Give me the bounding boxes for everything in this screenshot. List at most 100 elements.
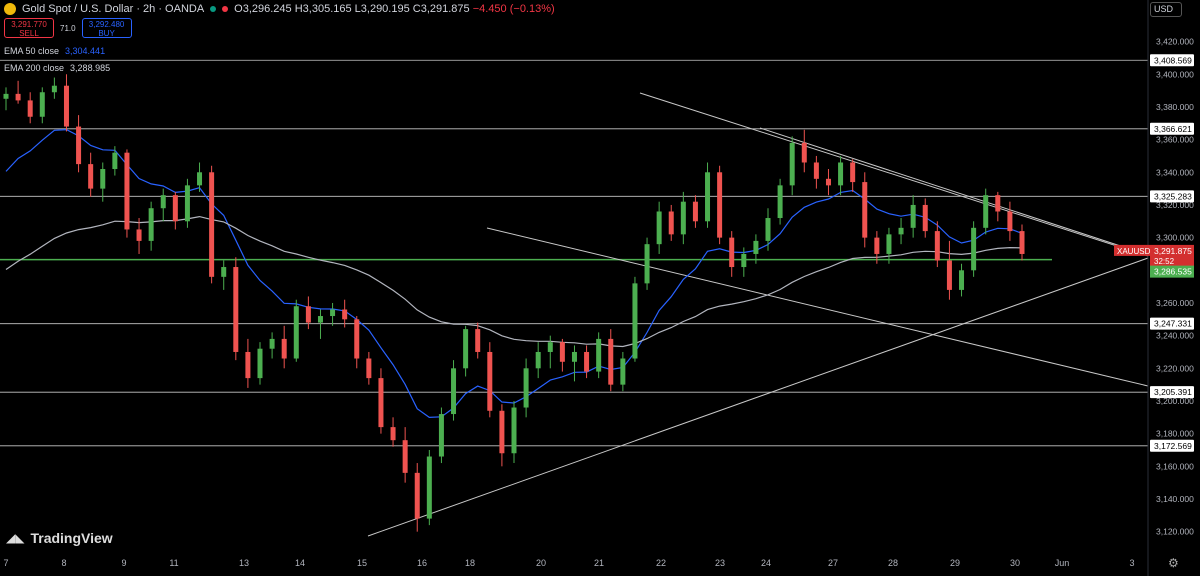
level-tag-label: 3,366.621 (1154, 124, 1192, 134)
candle-body (124, 152, 130, 230)
candle-body (511, 407, 517, 454)
candle-body (475, 329, 481, 352)
buy-button[interactable]: 3,292.480 BUY (81, 18, 132, 38)
candle-body (946, 260, 952, 290)
ema-lines (5, 128, 1023, 419)
symbol-tag-label: XAUUSD (1117, 247, 1151, 256)
level-tag-bg (1150, 190, 1194, 203)
candle-body (910, 204, 916, 228)
candle-body (584, 351, 590, 372)
level-tag-bg (1150, 317, 1194, 330)
candle-body (160, 195, 166, 209)
candle-body (801, 142, 807, 163)
support-tag-bg (1150, 265, 1194, 278)
candle-body (1007, 211, 1013, 232)
candle-body (692, 201, 698, 222)
candle-body (100, 169, 106, 189)
candle-body (995, 195, 1001, 212)
candle-body (27, 100, 33, 117)
time-tick-label: Jun (1055, 558, 1070, 568)
candle-body (705, 172, 711, 222)
horizontal-levels (0, 59, 1148, 447)
price-tick-label: 3,340.000 (1156, 167, 1194, 177)
ohlc-values: O3,296.245 H3,305.165 L3,290.195 C3,291.… (234, 3, 555, 15)
candle-body (438, 414, 444, 457)
ema50-line (5, 128, 1023, 419)
trendline (639, 92, 1149, 257)
candle-body (136, 229, 142, 241)
time-tick-label: 29 (950, 558, 960, 568)
level-tag-label: 3,205.391 (1154, 387, 1192, 397)
price-tick-label: 3,300.000 (1156, 233, 1194, 243)
candle-body (354, 319, 360, 359)
time-tick-label: 27 (828, 558, 838, 568)
level-tag-bg (1150, 386, 1194, 399)
candle-body (112, 152, 118, 170)
price-tick-label: 3,140.000 (1156, 494, 1194, 504)
time-tick-label: 24 (761, 558, 771, 568)
ema50-legend[interactable]: EMA 50 close 3,304.441 (4, 46, 106, 56)
tradingview-mark-icon: ◢◣ (6, 531, 25, 545)
time-tick-label: 9 (121, 558, 126, 568)
time-tick-label: 21 (594, 558, 604, 568)
level-tag-label: 3,408.569 (1154, 55, 1192, 65)
candle-body (463, 329, 469, 369)
candle-body (983, 195, 989, 228)
price-tick-label: 3,180.000 (1156, 429, 1194, 439)
price-tick-label: 3,200.000 (1156, 396, 1194, 406)
candle-body (197, 172, 203, 186)
candle-body (838, 162, 844, 186)
price-tick-label: 3,360.000 (1156, 135, 1194, 145)
level-tag-bg (1150, 439, 1194, 452)
time-tick-label: 18 (465, 558, 475, 568)
candle-body (874, 237, 880, 254)
settings-icon[interactable]: ⚙ (1168, 556, 1179, 570)
last-price-tag-bg (1150, 244, 1194, 267)
trendline (367, 257, 1149, 537)
candle-body (293, 306, 299, 359)
time-axis[interactable]: 7 8 9 11 13 14 15 16 18 20 21 22 23 24 27 28 29 30 Jun 3 (3, 558, 1134, 568)
level-tag-bg (1150, 122, 1194, 135)
candle-body (632, 283, 638, 359)
candle-body (523, 368, 529, 408)
candle-body (825, 178, 831, 186)
time-tick-label: 3 (1129, 558, 1134, 568)
chart-header: Gold Spot / U.S. Dollar · 2h · OANDA O3,… (4, 3, 555, 15)
candle-body (269, 338, 275, 349)
currency-selector[interactable]: USD (1150, 2, 1182, 17)
level-tag-bg (1150, 54, 1194, 67)
candle-body (76, 126, 82, 165)
candle-body (51, 85, 57, 93)
candle-body (390, 427, 396, 441)
symbol-title[interactable]: Gold Spot / U.S. Dollar · 2h · OANDA (22, 3, 205, 15)
alert-icon (222, 6, 229, 12)
candle-body (209, 172, 215, 277)
candlesticks (3, 74, 1025, 532)
candle-body (1019, 231, 1025, 254)
trendlines (367, 92, 1149, 537)
candle-body (366, 358, 372, 379)
candle-body (221, 267, 227, 277)
candle-body (729, 237, 735, 268)
candle-body (608, 338, 614, 385)
candle-body (934, 231, 940, 261)
price-tick-label: 3,400.000 (1156, 69, 1194, 79)
candle-body (668, 211, 674, 235)
candle-body (487, 351, 493, 411)
sell-button[interactable]: 3,291.770 SELL (4, 18, 54, 38)
level-tag-label: 3,325.283 (1154, 191, 1192, 201)
price-axis[interactable]: 3,420.000 3,400.000 3,380.000 3,360.000 3,34… (1147, 0, 1194, 576)
time-tick-label: 15 (357, 558, 367, 568)
candle-body (717, 172, 723, 238)
candle-body (342, 309, 348, 320)
candle-body (789, 142, 795, 186)
ema200-legend[interactable]: EMA 200 close 3,288.985 (4, 63, 111, 73)
candle-body (305, 306, 311, 323)
trendline (486, 227, 1149, 387)
price-tick-label: 3,220.000 (1156, 363, 1194, 373)
symbol-tag-bg (1114, 244, 1150, 256)
time-tick-label: 11 (169, 558, 178, 568)
time-tick-label: 8 (61, 558, 66, 568)
candle-body (741, 253, 747, 268)
